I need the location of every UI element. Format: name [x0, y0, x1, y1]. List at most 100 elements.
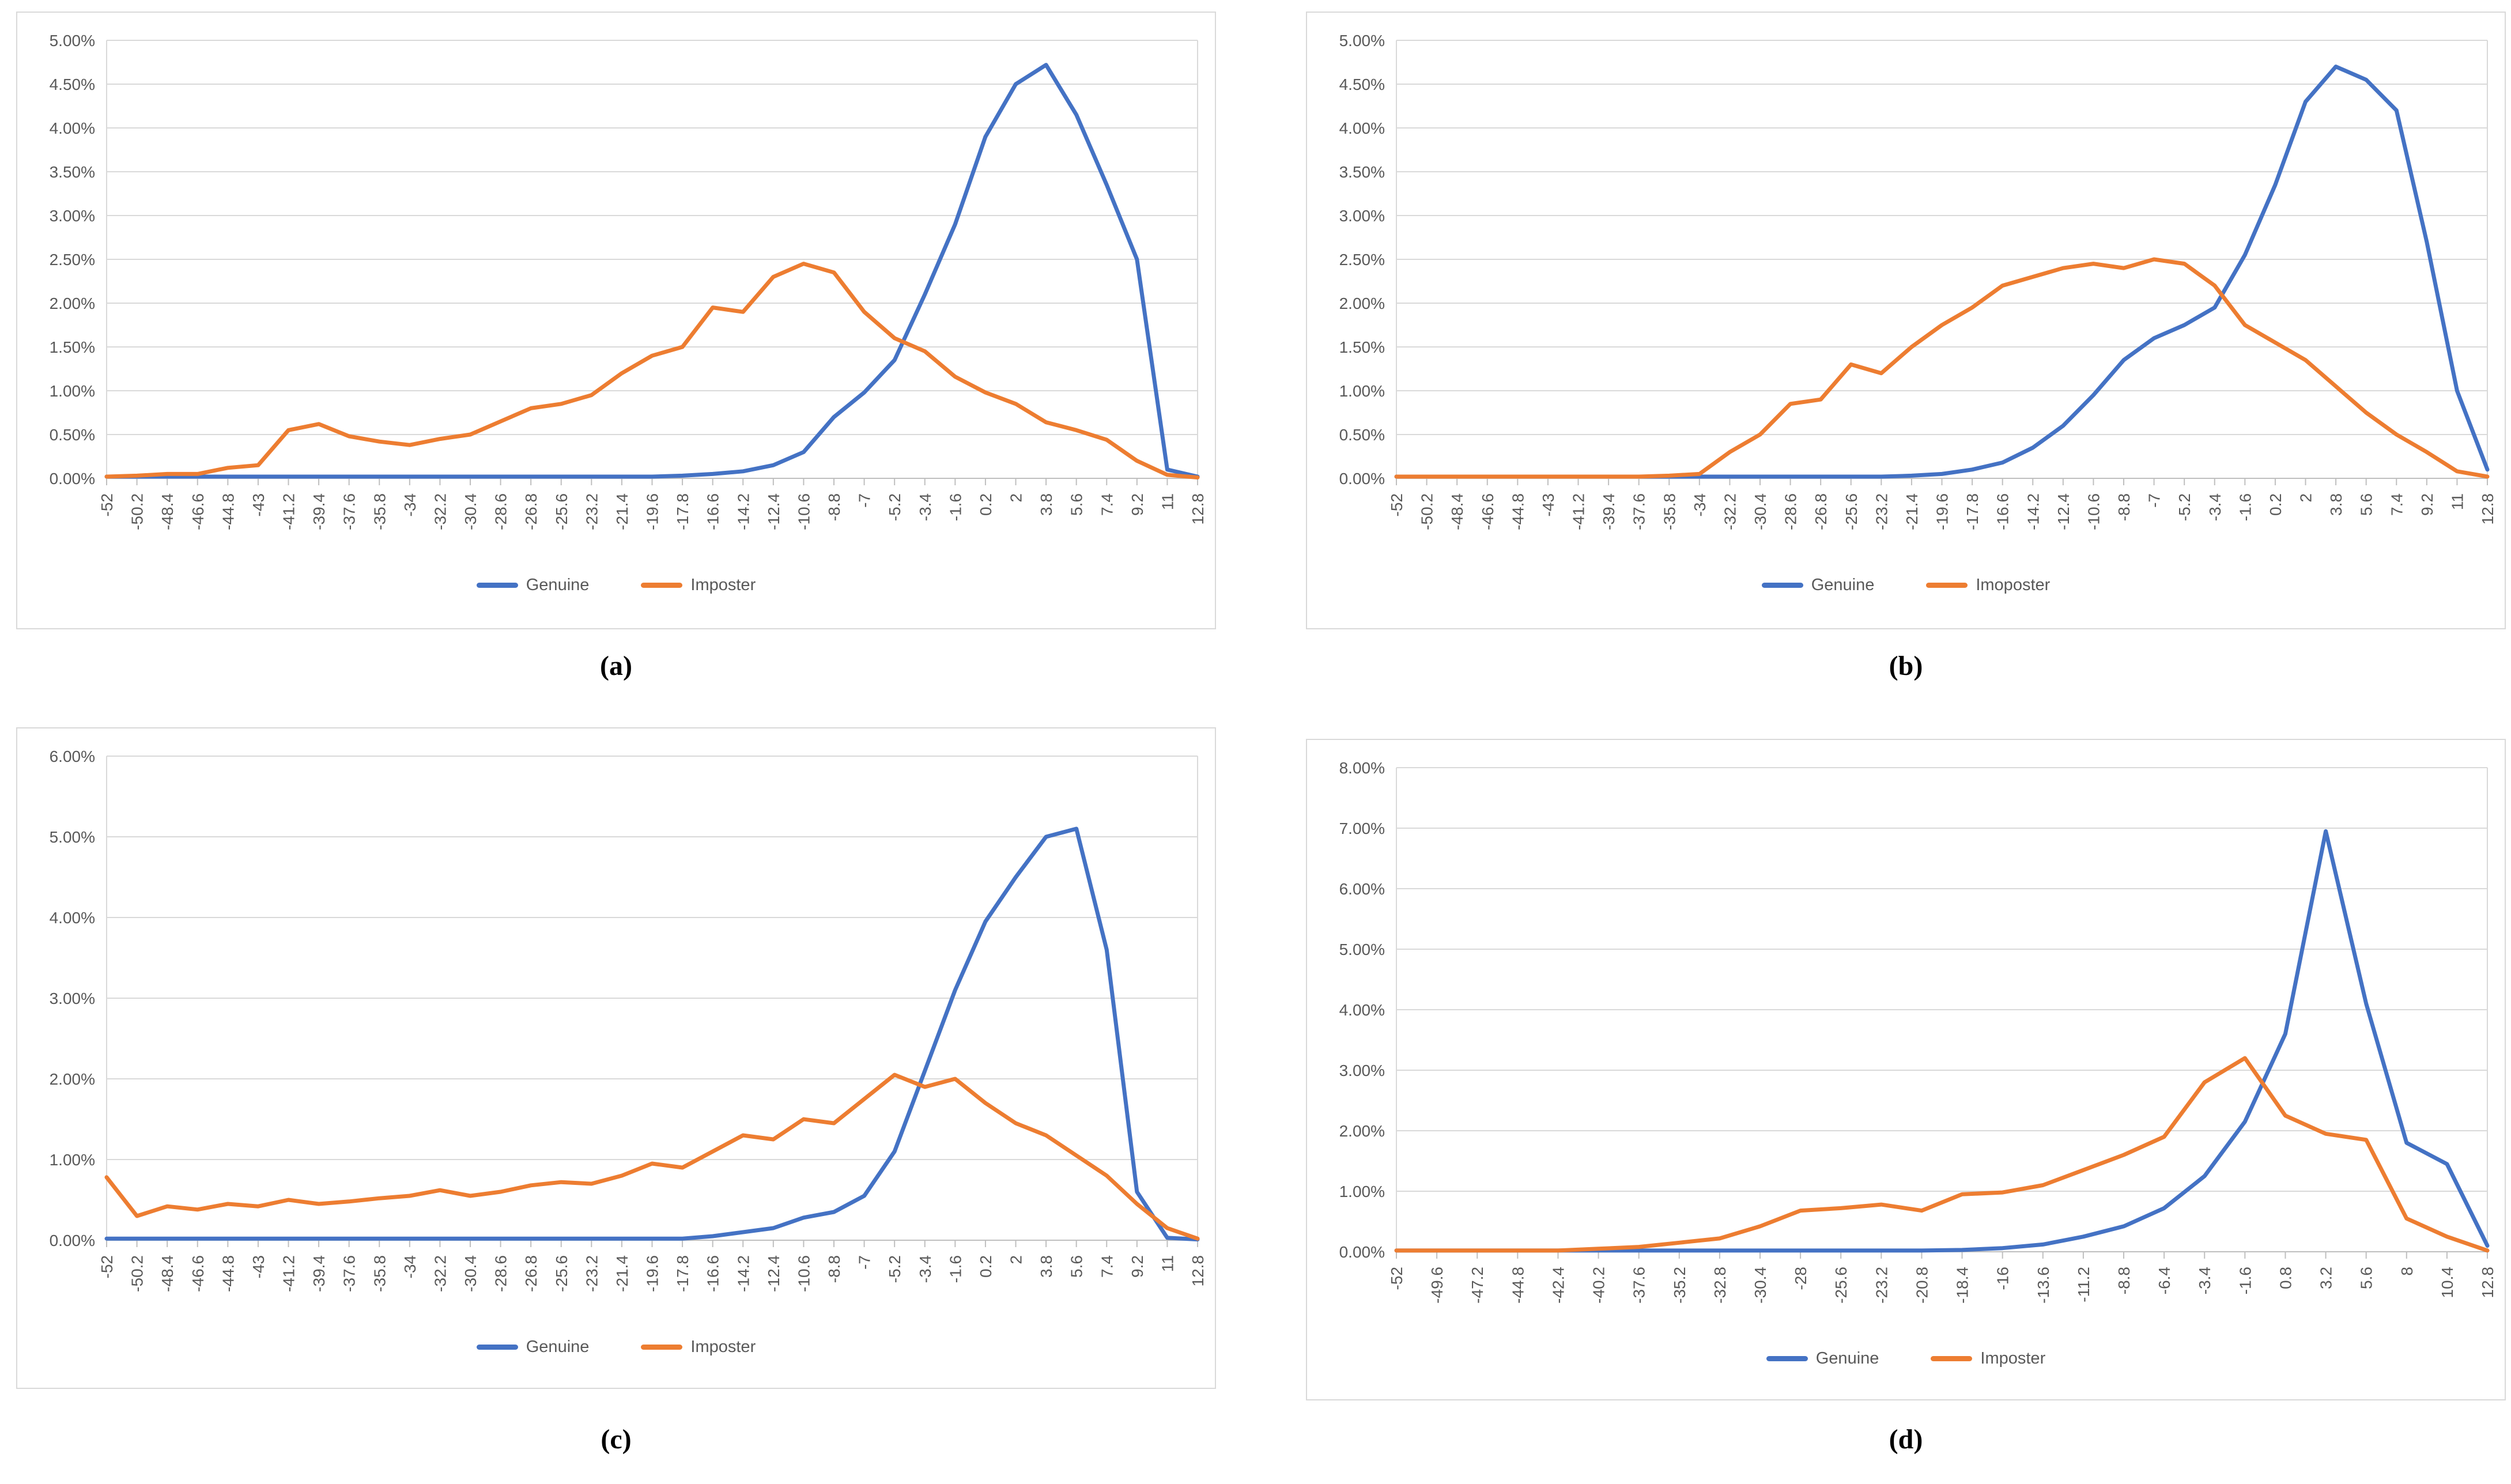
svg-text:-41.2: -41.2 [280, 1255, 298, 1292]
svg-text:-7: -7 [856, 493, 874, 508]
legend-label-imposter: Imposter [690, 575, 756, 594]
svg-text:12.8: 12.8 [2479, 1267, 2497, 1298]
svg-text:-44.8: -44.8 [1509, 493, 1527, 530]
svg-text:-30.4: -30.4 [1751, 493, 1769, 530]
svg-text:8: 8 [2398, 1267, 2416, 1276]
svg-text:-16.6: -16.6 [1994, 493, 2012, 530]
svg-text:-25.6: -25.6 [553, 1255, 571, 1292]
svg-text:3.8: 3.8 [1037, 493, 1055, 516]
svg-text:2: 2 [1007, 493, 1025, 503]
svg-text:-50.2: -50.2 [129, 493, 146, 530]
svg-text:7.4: 7.4 [1098, 1255, 1116, 1278]
caption-d: (d) [1889, 1424, 1923, 1455]
svg-text:-35.2: -35.2 [1671, 1267, 1689, 1304]
svg-text:-39.4: -39.4 [310, 1255, 328, 1292]
svg-text:-8.8: -8.8 [2115, 493, 2133, 521]
chart-panel-d: 8.00% 7.00% 6.00% 5.00% 4.00% 3.00% 2.00% 1.00%… [1306, 739, 2506, 1400]
svg-text:-30.4: -30.4 [462, 493, 479, 530]
svg-text:12.8: 12.8 [1189, 1255, 1207, 1287]
svg-text:3.2: 3.2 [2317, 1267, 2335, 1289]
svg-text:-39.4: -39.4 [1600, 493, 1618, 530]
svg-text:-1.6: -1.6 [2236, 1267, 2254, 1294]
svg-text:-3.4: -3.4 [916, 1255, 934, 1283]
svg-text:-42.4: -42.4 [1549, 1267, 1567, 1304]
svg-text:-41.2: -41.2 [280, 493, 298, 530]
svg-text:11: 11 [2448, 493, 2466, 510]
line-chart-c: 6.00% 5.00% 4.00% 3.00% 2.00% 1.00% 0.00%-52 -5… [50, 747, 1207, 1292]
svg-text:-26.8: -26.8 [522, 1255, 540, 1292]
svg-text:-52: -52 [98, 493, 116, 516]
svg-text:-12.4: -12.4 [765, 493, 783, 530]
svg-text:7.00%: 7.00% [1339, 820, 1385, 837]
svg-text:-34: -34 [401, 1255, 419, 1278]
svg-text:-48.4: -48.4 [158, 1255, 176, 1292]
svg-text:3.00%: 3.00% [50, 990, 95, 1007]
svg-text:-43: -43 [250, 493, 267, 516]
svg-text:0.2: 0.2 [977, 493, 995, 516]
line-chart-a: 5.00% 4.50% 4.00% 3.50% 3.00% 2.50% 2.00% 1.50%… [50, 32, 1207, 530]
svg-text:-35.8: -35.8 [1660, 493, 1678, 530]
legend-item-genuine: Genuine [1761, 576, 1874, 594]
svg-text:-23.2: -23.2 [583, 1255, 601, 1292]
svg-text:12.8: 12.8 [2479, 493, 2497, 525]
svg-text:-46.6: -46.6 [189, 1255, 207, 1292]
svg-text:2.00%: 2.00% [50, 1070, 95, 1088]
svg-text:-17.8: -17.8 [1964, 493, 1981, 530]
svg-text:-52: -52 [1388, 493, 1406, 516]
svg-text:-44.8: -44.8 [219, 493, 237, 530]
legend-item-genuine: Genuine [1766, 1350, 1879, 1367]
svg-text:2.00%: 2.00% [1339, 1122, 1385, 1140]
legend-label-imposter: Imposter [1980, 1349, 2046, 1368]
svg-text:0.50%: 0.50% [50, 426, 95, 444]
svg-text:5.00%: 5.00% [1339, 941, 1385, 958]
genuine-line-swatch [1761, 582, 1803, 588]
svg-text:-16: -16 [1994, 1267, 2012, 1290]
svg-text:-37.6: -37.6 [1630, 493, 1648, 530]
legend-d: Genuine Imposter [1307, 1334, 2505, 1383]
svg-text:-49.6: -49.6 [1428, 1267, 1446, 1304]
svg-text:3.00%: 3.00% [1339, 207, 1385, 225]
svg-text:-18.4: -18.4 [1954, 1267, 1972, 1304]
svg-text:1.00%: 1.00% [1339, 382, 1385, 400]
svg-text:4.00%: 4.00% [50, 909, 95, 927]
svg-text:-7: -7 [2146, 493, 2163, 508]
svg-text:-32.2: -32.2 [1721, 493, 1739, 530]
svg-text:-21.4: -21.4 [613, 493, 631, 530]
caption-c: (c) [601, 1424, 632, 1455]
svg-text:-8.8: -8.8 [825, 493, 843, 521]
imposter-line-swatch [641, 582, 683, 588]
svg-text:9.2: 9.2 [1128, 1255, 1146, 1278]
svg-text:-37.6: -37.6 [1630, 1267, 1648, 1304]
legend-item-imposter: Imoposter [1926, 575, 2051, 594]
svg-text:-13.6: -13.6 [2034, 1267, 2052, 1304]
svg-text:3.8: 3.8 [1037, 1255, 1055, 1278]
svg-text:-25.6: -25.6 [1842, 493, 1860, 530]
svg-text:-44.8: -44.8 [1509, 1267, 1527, 1304]
svg-text:-34: -34 [1691, 493, 1709, 516]
legend-label-imposter: Imoposter [1976, 575, 2051, 594]
genuine-line-swatch [476, 1344, 518, 1350]
svg-text:-6.4: -6.4 [2155, 1267, 2173, 1294]
svg-text:-1.6: -1.6 [946, 1255, 964, 1283]
svg-text:-35.8: -35.8 [371, 1255, 388, 1292]
svg-text:-43: -43 [1539, 493, 1557, 516]
svg-text:-30.4: -30.4 [1751, 1267, 1769, 1304]
caption-b: (b) [1889, 651, 1923, 681]
svg-text:-3.4: -3.4 [2196, 1267, 2214, 1294]
svg-text:6.00%: 6.00% [1339, 880, 1385, 898]
svg-text:3.50%: 3.50% [1339, 163, 1385, 181]
svg-text:-3.4: -3.4 [916, 493, 934, 521]
svg-text:4.50%: 4.50% [50, 75, 95, 93]
legend-label-genuine: Genuine [1815, 1349, 1879, 1368]
svg-text:0.50%: 0.50% [1339, 426, 1385, 444]
svg-text:-43: -43 [250, 1255, 267, 1278]
svg-text:-47.2: -47.2 [1468, 1267, 1486, 1304]
svg-text:-14.2: -14.2 [734, 1255, 752, 1292]
genuine-line-swatch [1766, 1355, 1808, 1361]
svg-text:-12.4: -12.4 [765, 1255, 783, 1292]
svg-text:-46.6: -46.6 [1479, 493, 1497, 530]
svg-text:4.50%: 4.50% [1339, 75, 1385, 93]
genuine-line-swatch [476, 582, 518, 588]
svg-text:-26.8: -26.8 [522, 493, 540, 530]
